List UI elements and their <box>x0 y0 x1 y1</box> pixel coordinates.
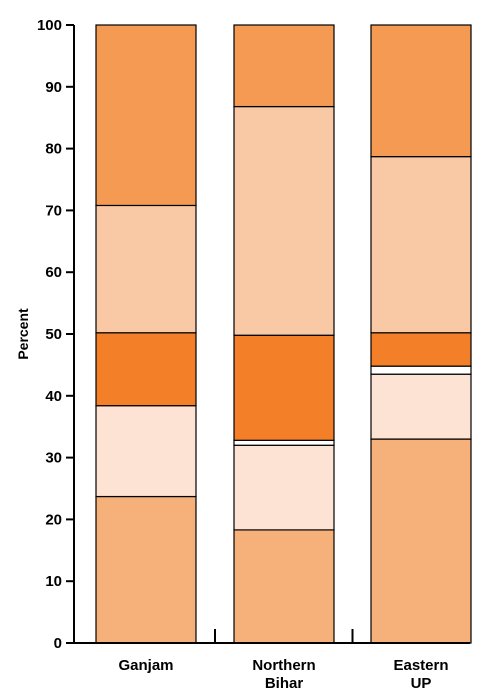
y-tick-label-100: 100 <box>37 17 62 34</box>
labels-group: 0 10 20 30 40 50 60 70 80 90 100 Ganjam Northern Biha… <box>37 17 449 692</box>
bar-segment-2-2 <box>370 365 472 375</box>
bar-segment-2-1 <box>370 373 472 440</box>
bar-segment-1-1 <box>233 444 335 531</box>
y-axis-title: Percent <box>15 308 31 360</box>
bar-segment-2-0 <box>370 438 472 644</box>
y-tick-label-90: 90 <box>45 79 62 96</box>
bar-segment-1-2 <box>233 439 335 446</box>
bar-segment-0-3 <box>95 332 197 407</box>
bar-segment-2-3 <box>370 332 472 367</box>
bar-segment-2-4 <box>370 156 472 334</box>
x-tick-label-0: Ganjam <box>118 657 173 674</box>
y-tick-label-70: 70 <box>45 202 62 219</box>
y-tick-label-0: 0 <box>54 635 62 652</box>
bar-segment-0-4 <box>95 204 197 334</box>
bar-segment-0-0 <box>95 495 197 644</box>
bar-segment-1-0 <box>233 529 335 644</box>
x-tick-label-2: Eastern UP <box>393 657 448 692</box>
axes-group <box>66 24 470 644</box>
bar-segment-0-5 <box>95 24 197 207</box>
y-tick-label-60: 60 <box>45 264 62 281</box>
y-tick-label-50: 50 <box>45 326 62 343</box>
y-tick-label-10: 10 <box>45 573 62 590</box>
y-tick-label-20: 20 <box>45 511 62 528</box>
bar-segment-0-1 <box>95 405 197 498</box>
bars-group <box>95 24 472 644</box>
y-tick-label-40: 40 <box>45 388 62 405</box>
y-tick-label-30: 30 <box>45 450 62 467</box>
bar-segment-1-3 <box>233 334 335 441</box>
bar-segment-1-4 <box>233 105 335 336</box>
x-tick-label-1: Northern Bihar <box>252 657 315 692</box>
bar-segment-1-5 <box>233 24 335 108</box>
y-tick-label-80: 80 <box>45 141 62 158</box>
bar-segment-2-5 <box>370 24 472 158</box>
